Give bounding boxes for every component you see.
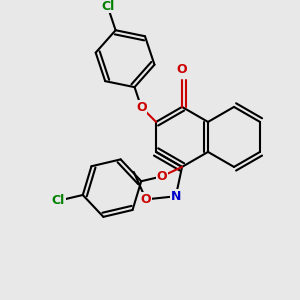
Text: Cl: Cl — [101, 0, 114, 13]
Text: N: N — [171, 190, 181, 203]
Text: O: O — [141, 193, 151, 206]
Text: O: O — [177, 63, 188, 76]
Text: O: O — [136, 100, 146, 114]
Text: Cl: Cl — [52, 194, 65, 207]
Text: O: O — [156, 170, 167, 183]
